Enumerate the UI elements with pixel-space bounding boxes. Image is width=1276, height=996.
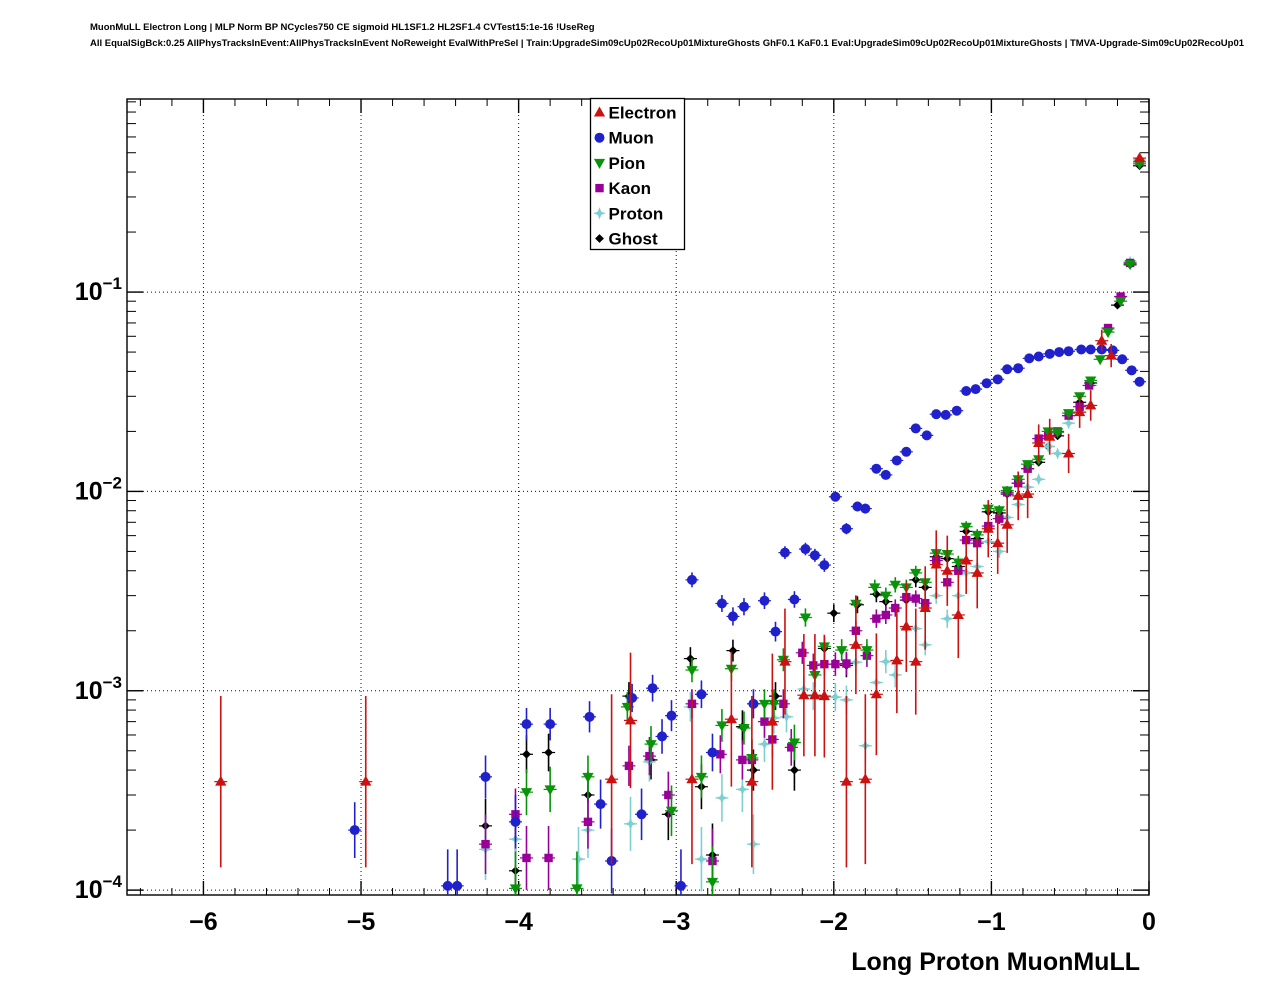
legend-label-proton: Proton bbox=[609, 204, 664, 223]
legend-label-muon: Muon bbox=[609, 129, 654, 148]
y-tick-label: 10−2 bbox=[75, 473, 122, 505]
series-ghost-points bbox=[479, 161, 1147, 895]
x-tick-label: −4 bbox=[504, 908, 533, 936]
legend-label-electron: Electron bbox=[609, 104, 677, 123]
x-tick-label: −6 bbox=[189, 908, 218, 936]
legend-label-kaon: Kaon bbox=[609, 179, 652, 198]
y-tick-label: 10−1 bbox=[75, 274, 122, 306]
series-pion-points bbox=[508, 159, 1147, 895]
series-proton-points bbox=[479, 153, 1147, 892]
x-tick-label: 0 bbox=[1142, 908, 1156, 936]
legend-label-pion: Pion bbox=[609, 154, 646, 173]
x-tick-label: −2 bbox=[820, 908, 849, 936]
series-muon-points bbox=[348, 344, 1147, 895]
series-electron-points bbox=[214, 152, 1147, 868]
legend-label-ghost: Ghost bbox=[609, 230, 658, 249]
y-tick-label: 10−3 bbox=[75, 673, 122, 705]
x-axis-title: Long Proton MuonMuLL bbox=[851, 948, 1140, 976]
y-tick-label: 10−4 bbox=[75, 872, 123, 904]
series-kaon-points bbox=[479, 157, 1147, 894]
plot-title-line-2: All EqualSigBck:0.25 AllPhysTracksInEven… bbox=[90, 38, 1245, 49]
legend: Electron Muon Pion Kaon Proton Ghost bbox=[589, 97, 686, 251]
x-tick-label: −3 bbox=[662, 908, 691, 936]
x-tick-label: −5 bbox=[347, 908, 376, 936]
x-tick-label: −1 bbox=[977, 908, 1006, 936]
plot-title-line-1: MuonMuLL Electron Long | MLP Norm BP NCy… bbox=[90, 22, 595, 33]
